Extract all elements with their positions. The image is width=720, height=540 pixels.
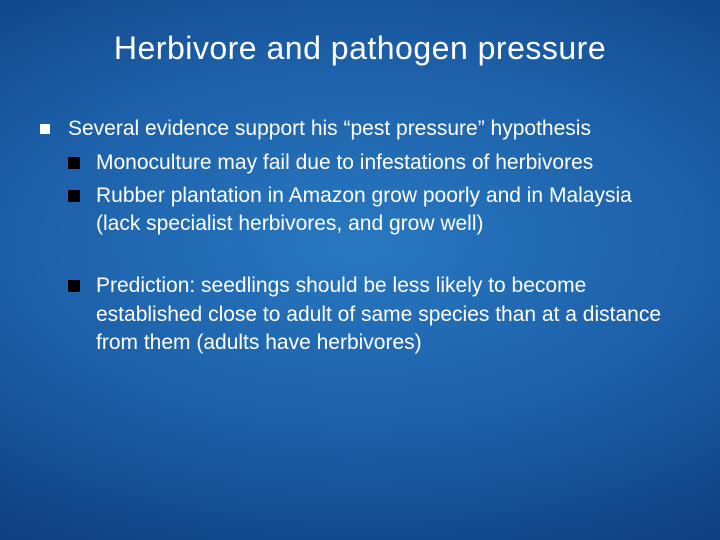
bullet-level2: Rubber plantation in Amazon grow poorly …: [68, 182, 680, 239]
bullet-level1: Several evidence support his “pest press…: [40, 115, 680, 143]
spacing: [40, 242, 680, 272]
bullet-text-sub3: Prediction: seedlings should be less lik…: [96, 274, 661, 354]
slide-title: Herbivore and pathogen pressure: [40, 30, 680, 67]
bullet-level2: Monoculture may fail due to infestations…: [68, 149, 680, 177]
bullet-level2: Prediction: seedlings should be less lik…: [68, 272, 680, 357]
slide-body: Several evidence support his “pest press…: [40, 115, 680, 357]
slide-container: Herbivore and pathogen pressure Several …: [0, 0, 720, 540]
bullet-text-main: Several evidence support his “pest press…: [68, 117, 591, 140]
bullet-text-sub2: Rubber plantation in Amazon grow poorly …: [96, 184, 632, 235]
bullet-text-sub1: Monoculture may fail due to infestations…: [96, 151, 593, 174]
